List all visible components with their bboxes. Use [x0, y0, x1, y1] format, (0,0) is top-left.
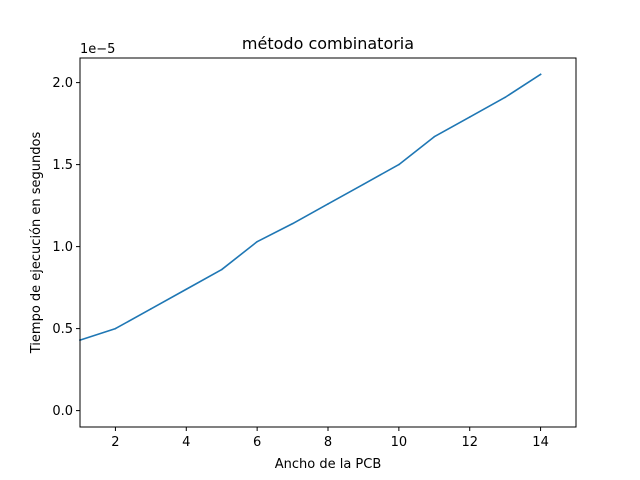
data-point: [433, 135, 436, 138]
x-tick-label: 6: [253, 435, 261, 450]
x-tick-label: 10: [391, 435, 408, 450]
data-point: [398, 163, 400, 166]
data-point: [114, 327, 117, 330]
plot-frame: [79, 57, 577, 428]
data-point: [291, 222, 294, 225]
y-axis-label: Tiempo de ejecución en segundos: [29, 132, 44, 355]
y-tick-label: 1.5: [52, 158, 73, 173]
chart-title: método combinatoria: [242, 34, 414, 53]
data-point: [327, 203, 329, 205]
y-tick-label: 2.0: [52, 76, 73, 91]
x-tick-label: 14: [532, 435, 549, 450]
y-tick-label: 1.0: [52, 240, 73, 255]
series-layer: [78, 73, 542, 342]
data-point: [150, 308, 152, 310]
x-tick-label: 12: [461, 435, 478, 450]
data-point: [220, 268, 223, 271]
y-tick-label: 0.0: [52, 404, 73, 419]
data-point: [468, 116, 471, 118]
x-tick-label: 4: [182, 435, 190, 450]
x-axis-ticks: 2 4 6 8 10 12 14: [111, 427, 549, 450]
y-axis-ticks: 0.0 0.5 1.0 1.5 2.0: [52, 76, 80, 419]
series-line: [78, 73, 542, 342]
data-point: [362, 183, 365, 186]
x-tick-label: 2: [111, 435, 119, 450]
data-point: [504, 96, 506, 99]
y-axis-offset-label: 1e−5: [80, 42, 115, 57]
x-tick-label: 8: [324, 435, 332, 450]
data-point: [185, 288, 188, 291]
data-point: [539, 73, 542, 76]
data-point: [256, 240, 258, 243]
y-tick-label: 0.5: [52, 322, 73, 337]
x-axis-label: Ancho de la PCB: [275, 457, 382, 472]
